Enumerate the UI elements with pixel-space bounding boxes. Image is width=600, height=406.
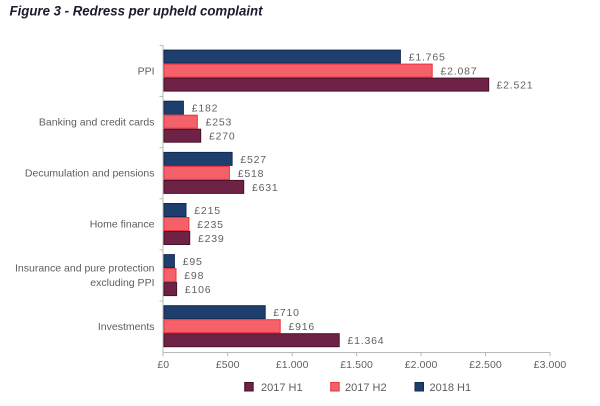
svg-text:Figure 3 - Redress per upheld: Figure 3 - Redress per upheld complaint [10,4,264,20]
svg-text:£2.500: £2.500 [469,359,502,371]
svg-text:Investments: Investments [98,321,155,333]
svg-text:£631: £631 [252,182,279,194]
svg-text:excluding PPI: excluding PPI [90,277,154,289]
svg-text:£1.364: £1.364 [348,335,385,347]
svg-text:£95: £95 [183,256,203,268]
svg-text:Decumulation and pensions: Decumulation and pensions [25,168,155,180]
svg-text:Insurance and pure protection: Insurance and pure protection [15,263,155,275]
svg-text:£710: £710 [273,307,300,319]
svg-text:£235: £235 [197,219,224,231]
svg-text:£527: £527 [240,154,267,166]
svg-text:£239: £239 [198,233,225,245]
svg-text:£916: £916 [289,321,316,333]
svg-text:£0: £0 [157,359,169,371]
svg-text:£1.500: £1.500 [340,359,373,371]
svg-text:£3.000: £3.000 [534,359,567,371]
svg-text:£2.000: £2.000 [405,359,438,371]
svg-text:Home finance: Home finance [90,219,155,231]
svg-text:£98: £98 [184,270,204,282]
svg-text:£1.000: £1.000 [276,359,309,371]
svg-text:2017 H1: 2017 H1 [261,382,303,394]
svg-text:PPI: PPI [138,65,155,77]
svg-text:£518: £518 [238,168,265,180]
svg-text:£1.765: £1.765 [409,52,446,64]
svg-text:£253: £253 [206,117,233,129]
svg-text:£182: £182 [192,103,219,115]
svg-text:£106: £106 [185,284,212,296]
svg-text:Banking and credit cards: Banking and credit cards [39,116,155,128]
svg-text:£270: £270 [209,131,236,143]
svg-text:2017 H2: 2017 H2 [345,382,387,394]
svg-text:£215: £215 [194,205,221,217]
svg-text:£500: £500 [216,359,240,371]
svg-text:2018 H1: 2018 H1 [430,382,472,394]
svg-text:£2.521: £2.521 [497,80,534,92]
svg-text:£2.087: £2.087 [441,66,478,78]
